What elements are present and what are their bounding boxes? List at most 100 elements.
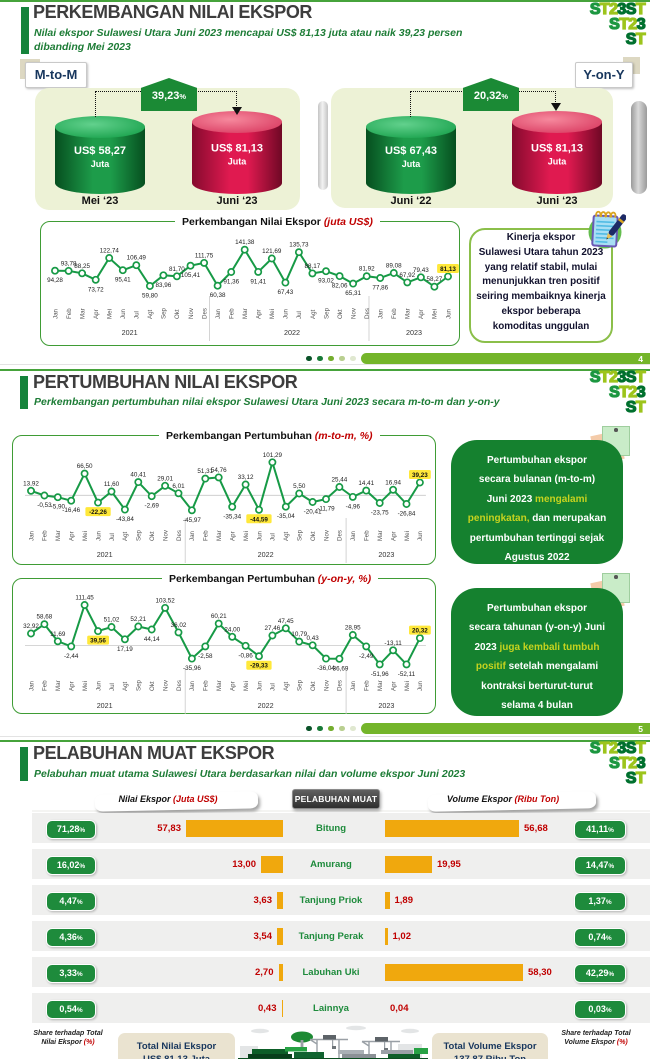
svg-text:Agt: Agt	[310, 309, 317, 319]
svg-text:2023: 2023	[378, 550, 394, 559]
svg-text:Apr: Apr	[418, 309, 425, 319]
svg-text:Apr: Apr	[69, 531, 76, 541]
svg-text:-2,69: -2,69	[145, 503, 160, 510]
svg-text:10,79: 10,79	[291, 631, 307, 638]
svg-text:13,92: 13,92	[23, 480, 39, 487]
svg-text:Jul: Jul	[270, 533, 277, 541]
svg-text:Sep: Sep	[297, 529, 304, 541]
svg-text:Mei: Mei	[243, 681, 250, 691]
svg-text:77,86: 77,86	[372, 285, 388, 292]
svg-text:73,72: 73,72	[88, 286, 104, 293]
svg-text:Jan: Jan	[350, 680, 357, 691]
svg-text:Mei: Mei	[269, 309, 276, 319]
svg-text:2022: 2022	[258, 701, 274, 710]
svg-text:54,76: 54,76	[211, 467, 227, 474]
svg-text:Juta: Juta	[91, 159, 111, 169]
svg-text:-43,84: -43,84	[116, 516, 134, 523]
svg-text:Okt: Okt	[149, 531, 156, 541]
svg-text:121,69: 121,69	[262, 248, 282, 255]
svg-text:39,56: 39,56	[90, 638, 106, 645]
svg-text:Jun: Jun	[283, 308, 290, 319]
svg-text:105,41: 105,41	[181, 272, 201, 279]
svg-text:Feb: Feb	[391, 308, 398, 319]
svg-text:101,29: 101,29	[263, 452, 283, 459]
svg-text:Mei: Mei	[82, 531, 89, 541]
svg-text:-36,04: -36,04	[317, 665, 335, 672]
svg-text:Mei: Mei	[107, 309, 114, 319]
svg-text:81,92: 81,92	[359, 266, 375, 273]
svg-text:Des: Des	[337, 680, 344, 691]
svg-text:Mar: Mar	[216, 680, 223, 691]
svg-text:36,02: 36,02	[171, 622, 187, 629]
svg-text:Sep: Sep	[323, 307, 330, 319]
svg-text:32,92: 32,92	[23, 623, 39, 630]
svg-text:Jan: Jan	[28, 530, 35, 541]
svg-text:Mei: Mei	[243, 531, 250, 541]
svg-text:Jun: Jun	[417, 680, 424, 691]
svg-text:51,31: 51,31	[197, 468, 213, 475]
svg-text:135,73: 135,73	[289, 242, 309, 249]
svg-text:111,75: 111,75	[195, 252, 214, 259]
svg-text:60,21: 60,21	[211, 613, 227, 620]
svg-text:Nov: Nov	[162, 679, 169, 691]
svg-text:US$ 81,13: US$ 81,13	[211, 143, 263, 155]
svg-text:Feb: Feb	[42, 530, 49, 541]
svg-text:Okt: Okt	[337, 309, 344, 319]
svg-text:-11,79: -11,79	[317, 506, 335, 513]
svg-text:Des: Des	[176, 530, 183, 541]
svg-text:Jun: Jun	[417, 530, 424, 541]
svg-text:81,70: 81,70	[169, 266, 185, 273]
svg-text:Feb: Feb	[229, 308, 236, 319]
svg-text:20,32: 20,32	[412, 628, 428, 635]
svg-text:-35,34: -35,34	[223, 513, 241, 520]
svg-text:66,50: 66,50	[77, 463, 93, 470]
svg-text:Jun: Jun	[445, 308, 452, 319]
svg-text:51,02: 51,02	[104, 617, 120, 624]
svg-text:Mar: Mar	[405, 308, 412, 319]
svg-text:67,92: 67,92	[399, 272, 415, 279]
svg-text:Sep: Sep	[136, 679, 143, 691]
svg-text:111,45: 111,45	[75, 595, 94, 602]
svg-text:Feb: Feb	[364, 530, 371, 541]
svg-text:Sep: Sep	[161, 307, 168, 319]
svg-text:Nov: Nov	[323, 529, 330, 541]
svg-text:Apr: Apr	[256, 309, 263, 319]
svg-text:16,94: 16,94	[385, 479, 401, 486]
svg-text:Jul: Jul	[109, 683, 116, 691]
svg-text:25,44: 25,44	[332, 477, 348, 484]
svg-text:2022: 2022	[258, 550, 274, 559]
svg-text:-52,11: -52,11	[398, 671, 416, 678]
svg-text:58,27: 58,27	[427, 276, 443, 283]
svg-text:2023: 2023	[378, 701, 394, 710]
svg-text:60,38: 60,38	[210, 292, 226, 299]
svg-text:106,49: 106,49	[127, 255, 147, 262]
svg-text:2022: 2022	[284, 328, 300, 337]
svg-text:94,28: 94,28	[47, 277, 63, 284]
svg-text:Jan: Jan	[350, 530, 357, 541]
svg-text:-5,90: -5,90	[51, 504, 66, 511]
svg-text:Jul: Jul	[134, 311, 141, 319]
svg-text:91,41: 91,41	[250, 278, 266, 285]
svg-text:Mar: Mar	[55, 680, 62, 691]
svg-text:141,38: 141,38	[235, 239, 255, 246]
svg-text:82,06: 82,06	[332, 283, 348, 290]
svg-text:-51,96: -51,96	[371, 671, 389, 678]
svg-text:79,43: 79,43	[413, 267, 429, 274]
svg-text:-35,96: -35,96	[183, 665, 201, 672]
svg-text:91,36: 91,36	[223, 279, 239, 286]
svg-text:Mar: Mar	[242, 308, 249, 319]
svg-text:Mar: Mar	[55, 530, 62, 541]
svg-text:Jul: Jul	[270, 683, 277, 691]
svg-text:Mei: Mei	[404, 531, 411, 541]
svg-text:-29,33: -29,33	[250, 663, 268, 670]
svg-text:Feb: Feb	[364, 680, 371, 691]
svg-text:Jun: Jun	[256, 530, 263, 541]
svg-text:Des: Des	[337, 530, 344, 541]
svg-text:Apr: Apr	[69, 681, 76, 691]
svg-text:Apr: Apr	[93, 309, 100, 319]
svg-text:Jan: Jan	[215, 308, 222, 319]
svg-text:2023: 2023	[406, 328, 422, 337]
svg-text:52,21: 52,21	[130, 616, 146, 623]
svg-text:Jul: Jul	[296, 311, 303, 319]
svg-text:-0,86: -0,86	[238, 652, 253, 659]
